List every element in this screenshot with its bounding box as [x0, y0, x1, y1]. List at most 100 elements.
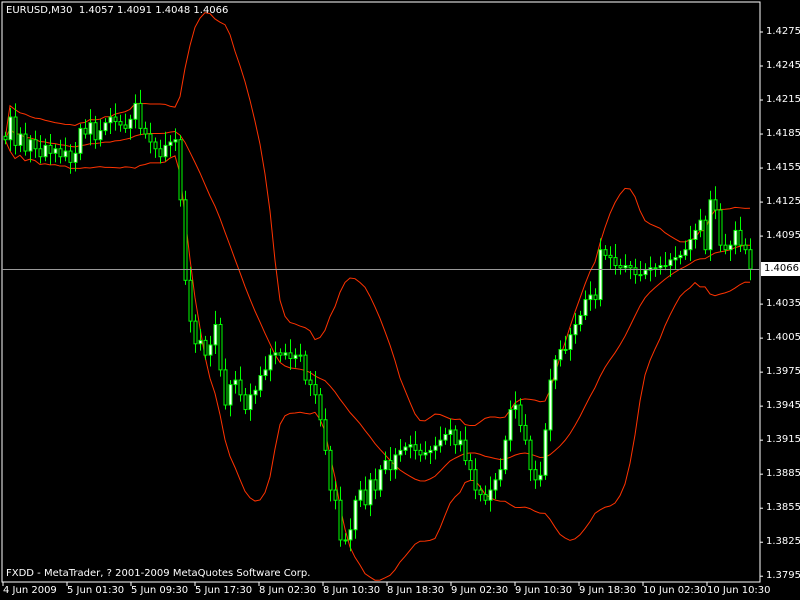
candle-body [658, 265, 663, 269]
candle [638, 261, 643, 282]
candle-body [173, 139, 178, 143]
candle [463, 426, 468, 466]
candle [98, 119, 103, 147]
candle [733, 221, 738, 255]
candle [263, 356, 268, 381]
candle-body [288, 352, 293, 360]
candle-body [33, 139, 38, 150]
candle [118, 114, 123, 132]
candle-body [138, 102, 143, 129]
candle [288, 339, 293, 370]
candle [648, 256, 653, 282]
candle [633, 258, 638, 284]
candle-body [193, 320, 198, 345]
candle-body [338, 499, 343, 541]
candle-body [563, 348, 568, 351]
candle [603, 245, 608, 260]
candle [583, 290, 588, 320]
candle [743, 238, 748, 255]
candle-body [258, 375, 263, 391]
candle [63, 137, 68, 162]
candle [618, 258, 623, 275]
candle-body [593, 294, 598, 301]
candle-body [503, 439, 508, 471]
candle [368, 473, 373, 517]
candle [363, 476, 368, 510]
candle-body [598, 249, 603, 301]
candle-body [548, 379, 553, 431]
candle-body [603, 249, 608, 256]
candle-body [318, 394, 323, 421]
candle-body [23, 133, 28, 152]
candle [343, 533, 348, 545]
y-tick-label: 1.3975 [766, 366, 800, 378]
candle-body [273, 352, 278, 356]
candle [548, 368, 553, 442]
candle [328, 445, 333, 502]
bollinger-lower [4, 139, 751, 581]
candle [748, 238, 753, 281]
candle-body [48, 144, 53, 154]
candle-body [223, 369, 228, 406]
candle-body [108, 116, 113, 124]
candle [573, 313, 578, 344]
candle [693, 223, 698, 249]
candle-body [468, 460, 473, 471]
candle [33, 130, 38, 158]
candle-body [488, 489, 493, 501]
candle [58, 139, 63, 164]
candle-body [163, 144, 168, 158]
candle-body [323, 419, 328, 451]
x-tick-label: 10 Jun 10:30 [707, 585, 771, 596]
y-tick-label: 1.4095 [766, 230, 800, 242]
candle [513, 391, 518, 419]
candle [593, 288, 598, 309]
symbol-label: EURUSD,M30 [6, 5, 73, 16]
candle [558, 340, 563, 367]
candle-body [148, 133, 153, 143]
candle [688, 225, 693, 262]
candle-body [188, 279, 193, 322]
candle-body [438, 439, 443, 447]
x-tick-label: 9 Jun 02:30 [451, 585, 509, 596]
candle [18, 127, 23, 153]
candle [233, 371, 238, 394]
candle [478, 485, 483, 502]
candle [553, 355, 558, 390]
y-tick-label: 1.4005 [766, 332, 800, 344]
x-tick-label: 4 Jun 2009 [3, 585, 57, 596]
candle-body [733, 229, 738, 246]
candle-body [473, 469, 478, 491]
candle-body [448, 429, 453, 435]
candle-body [623, 265, 628, 269]
candle-body [278, 352, 283, 356]
candle-body [683, 249, 688, 256]
candle [598, 238, 603, 307]
candle [43, 138, 48, 162]
candle [358, 480, 363, 508]
candle [528, 435, 533, 481]
candle [313, 371, 318, 404]
candle [723, 233, 728, 255]
candle [268, 348, 273, 382]
candle [608, 246, 613, 269]
candle [668, 253, 673, 277]
candle-body [203, 339, 208, 356]
candle-body [413, 444, 418, 451]
candle [308, 371, 313, 396]
candle-body [43, 144, 48, 158]
candle-body [653, 267, 658, 270]
candle-body [153, 141, 158, 150]
candle [498, 458, 503, 487]
candle [503, 435, 508, 475]
candle-body [58, 148, 63, 158]
candle-body [578, 314, 583, 326]
candle-body [408, 444, 413, 448]
candle-body [18, 133, 23, 146]
candle [568, 327, 573, 361]
candle-body [68, 150, 73, 163]
candle-body [178, 139, 183, 201]
candle [283, 343, 288, 360]
